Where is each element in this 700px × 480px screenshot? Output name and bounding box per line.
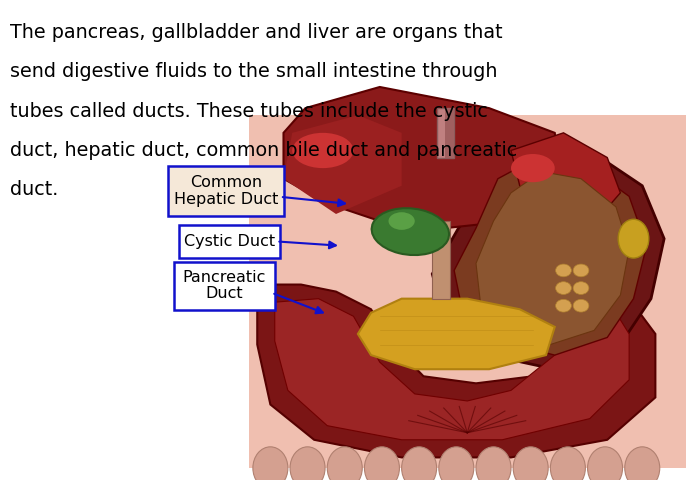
Ellipse shape xyxy=(556,300,571,312)
Ellipse shape xyxy=(573,300,589,312)
Text: tubes called ducts. These tubes include the cystic: tubes called ducts. These tubes include … xyxy=(10,102,488,121)
Ellipse shape xyxy=(253,447,288,480)
FancyBboxPatch shape xyxy=(178,225,280,258)
Polygon shape xyxy=(476,172,629,345)
Ellipse shape xyxy=(372,208,449,255)
Text: The pancreas, gallbladder and liver are organs that: The pancreas, gallbladder and liver are … xyxy=(10,23,503,42)
FancyBboxPatch shape xyxy=(168,166,284,216)
Text: Cystic Duct: Cystic Duct xyxy=(183,234,275,249)
Polygon shape xyxy=(284,115,402,214)
Ellipse shape xyxy=(550,447,585,480)
Bar xyxy=(248,115,686,468)
Ellipse shape xyxy=(290,447,325,480)
Polygon shape xyxy=(511,133,620,239)
Polygon shape xyxy=(284,87,564,228)
Ellipse shape xyxy=(476,447,511,480)
Ellipse shape xyxy=(624,447,659,480)
Text: Pancreatic
Duct: Pancreatic Duct xyxy=(183,270,266,301)
Ellipse shape xyxy=(556,282,571,294)
Ellipse shape xyxy=(402,447,437,480)
Ellipse shape xyxy=(365,447,400,480)
Text: send digestive fluids to the small intestine through: send digestive fluids to the small intes… xyxy=(10,62,497,82)
Polygon shape xyxy=(445,108,454,157)
Ellipse shape xyxy=(439,447,474,480)
Ellipse shape xyxy=(556,264,571,277)
Ellipse shape xyxy=(513,447,548,480)
Text: Common
Hepatic Duct: Common Hepatic Duct xyxy=(174,175,278,207)
Text: duct, hepatic duct, common bile duct and pancreatic: duct, hepatic duct, common bile duct and… xyxy=(10,141,517,160)
Ellipse shape xyxy=(327,447,363,480)
FancyBboxPatch shape xyxy=(174,262,275,310)
Polygon shape xyxy=(274,299,629,440)
Ellipse shape xyxy=(573,264,589,277)
Text: duct.: duct. xyxy=(10,180,58,200)
Polygon shape xyxy=(258,285,655,457)
Ellipse shape xyxy=(618,219,649,258)
Polygon shape xyxy=(358,299,554,369)
Ellipse shape xyxy=(511,154,554,182)
Polygon shape xyxy=(454,157,647,355)
Ellipse shape xyxy=(293,133,354,168)
Polygon shape xyxy=(410,232,441,242)
Polygon shape xyxy=(432,144,664,369)
Ellipse shape xyxy=(587,447,622,480)
Polygon shape xyxy=(437,108,454,157)
Polygon shape xyxy=(432,221,450,299)
Ellipse shape xyxy=(573,282,589,294)
Ellipse shape xyxy=(389,212,414,230)
